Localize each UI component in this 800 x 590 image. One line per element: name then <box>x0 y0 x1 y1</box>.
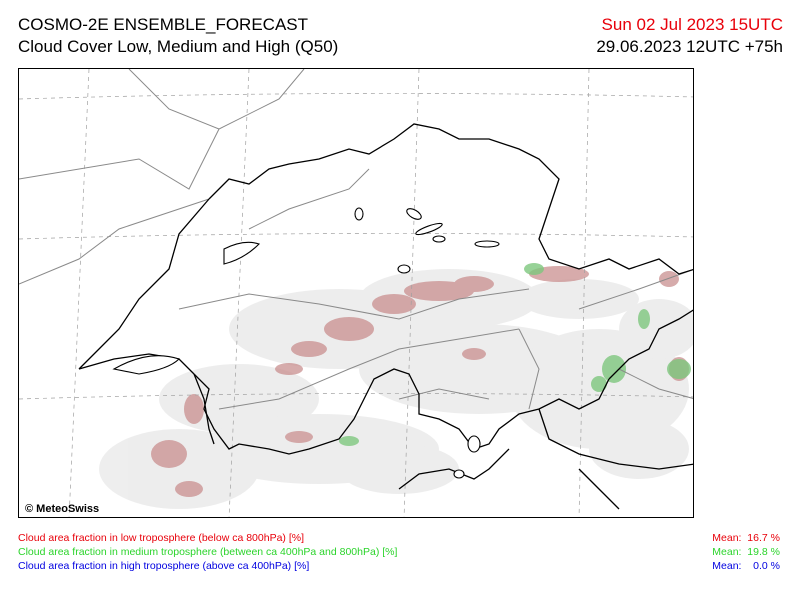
forecast-title: COSMO-2E ENSEMBLE_FORECAST <box>18 15 309 34</box>
time-block: Sun 02 Jul 2023 15UTC 29.06.2023 12UTC +… <box>596 14 783 58</box>
title-block: COSMO-2E ENSEMBLE_FORECAST Cloud Cover L… <box>18 14 338 58</box>
legend-label-low: Cloud area fraction in low troposphere (… <box>18 532 304 544</box>
legend-mean-low: Mean: 16.7 % <box>712 532 780 544</box>
graticule <box>19 69 693 517</box>
cloud-map[interactable]: © MeteoSwiss <box>18 68 694 518</box>
region-borders <box>19 69 693 410</box>
legend-row-low: Cloud area fraction in low troposphere (… <box>18 531 780 545</box>
run-time: 29.06.2023 12UTC +75h <box>596 37 783 56</box>
legend-mean-high: Mean: 0.0 % <box>712 560 780 572</box>
legend-label-medium: Cloud area fraction in medium tropospher… <box>18 546 398 558</box>
legend-row-high: Cloud area fraction in high troposphere … <box>18 559 780 573</box>
medium-cloud-layer <box>339 263 691 446</box>
legend-mean-medium: Mean: 19.8 % <box>712 546 780 558</box>
lakes <box>112 207 500 479</box>
forecast-subtitle: Cloud Cover Low, Medium and High (Q50) <box>18 37 339 56</box>
legend: Cloud area fraction in low troposphere (… <box>18 531 780 573</box>
country-borders <box>78 123 693 510</box>
valid-time: Sun 02 Jul 2023 15UTC <box>601 15 783 34</box>
meteoswiss-credit: © MeteoSwiss <box>25 503 100 515</box>
map-canvas <box>19 69 693 517</box>
legend-row-medium: Cloud area fraction in medium tropospher… <box>18 545 780 559</box>
legend-label-high: Cloud area fraction in high troposphere … <box>18 560 310 572</box>
